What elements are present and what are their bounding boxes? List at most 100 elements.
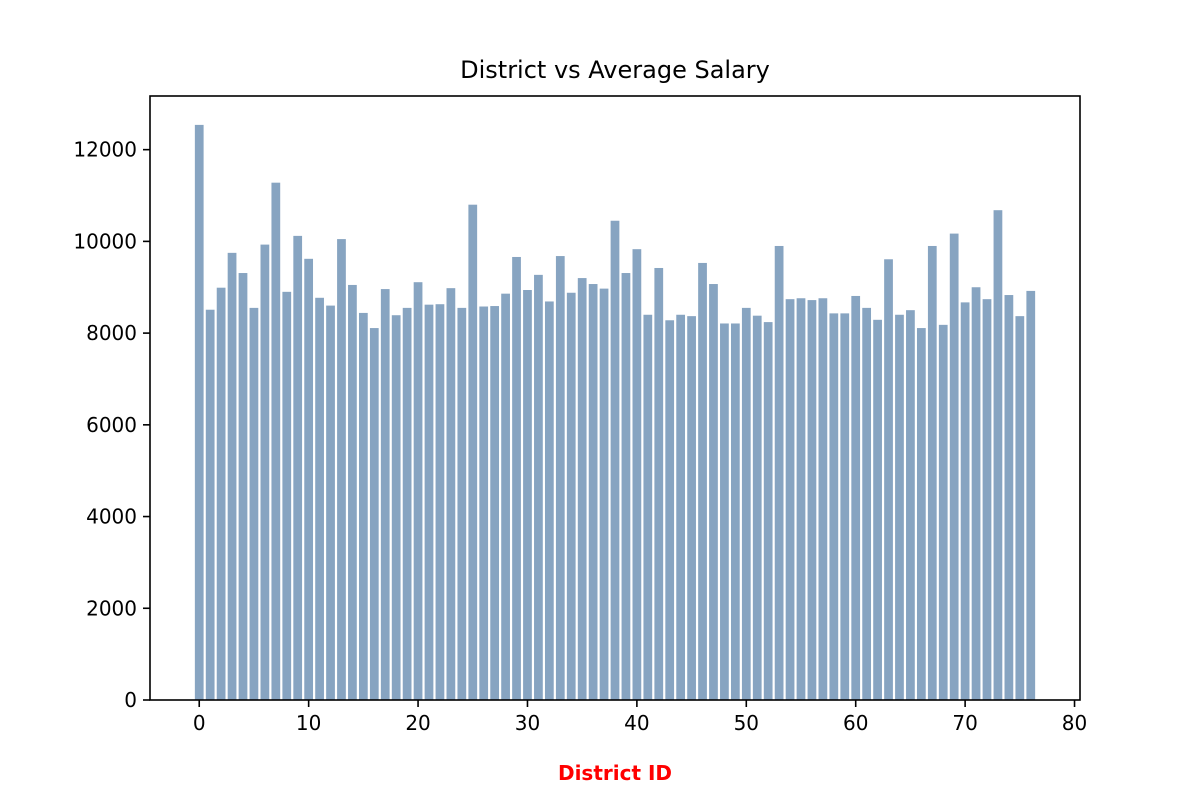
- bar-district-14: [348, 284, 357, 700]
- bar-district-75: [1015, 316, 1025, 700]
- bar-district-12: [326, 305, 335, 700]
- y-tick-label: 0: [124, 688, 137, 712]
- y-tick-label: 2000: [86, 596, 137, 620]
- bar-district-69: [949, 233, 959, 700]
- bar-district-19: [402, 307, 412, 700]
- x-tick-label: 40: [624, 711, 649, 735]
- bar-district-31: [534, 274, 543, 700]
- bar-district-43: [665, 320, 675, 700]
- bar-district-11: [315, 297, 324, 700]
- bar-district-44: [676, 314, 686, 700]
- bar-district-38: [610, 220, 620, 701]
- bar-district-35: [577, 278, 587, 700]
- bar-district-46: [698, 262, 707, 700]
- bar-district-0: [194, 124, 204, 700]
- bar-district-71: [971, 287, 981, 700]
- bar-district-70: [960, 302, 970, 700]
- bar-district-17: [380, 289, 390, 700]
- bar-district-66: [916, 328, 926, 700]
- bar-district-42: [654, 267, 664, 700]
- bar-district-62: [873, 319, 882, 700]
- bar-district-68: [938, 324, 948, 700]
- bar-district-4: [238, 273, 248, 700]
- bar-district-55: [796, 298, 806, 700]
- bar-district-45: [687, 316, 696, 700]
- x-tick-label: 0: [193, 711, 206, 735]
- bar-district-57: [818, 298, 828, 700]
- x-tick-label: 70: [952, 711, 977, 735]
- bar-district-48: [720, 323, 729, 700]
- y-tick-label: 12000: [73, 138, 137, 162]
- x-axis-label: District ID: [558, 761, 672, 785]
- bar-district-39: [621, 273, 631, 700]
- bar-district-13: [337, 239, 346, 700]
- bar-district-33: [555, 256, 565, 700]
- bar-district-16: [369, 328, 379, 700]
- bar-district-51: [752, 315, 762, 700]
- bar-district-30: [523, 290, 532, 700]
- bar-district-23: [446, 288, 456, 700]
- bar-district-59: [840, 313, 850, 700]
- x-tick-label: 60: [843, 711, 868, 735]
- plot-area-frame: [149, 95, 1081, 701]
- bar-district-61: [862, 307, 872, 700]
- bar-district-1: [205, 309, 215, 700]
- bar-district-72: [982, 299, 992, 700]
- bar-district-24: [457, 307, 467, 700]
- bar-district-18: [391, 315, 401, 700]
- bar-district-63: [884, 259, 893, 700]
- bar-district-5: [249, 307, 259, 700]
- bar-district-10: [304, 258, 314, 700]
- bar-district-53: [774, 245, 784, 700]
- bar-district-54: [785, 299, 795, 700]
- bar-district-29: [512, 256, 521, 700]
- bar-district-65: [906, 310, 915, 700]
- bar-district-60: [851, 295, 861, 700]
- bar-district-2: [216, 287, 226, 700]
- bar-district-8: [282, 291, 292, 700]
- bar-district-67: [927, 245, 937, 700]
- bar-district-52: [763, 322, 773, 700]
- bar-district-28: [501, 293, 510, 700]
- bar-district-74: [1004, 295, 1014, 700]
- x-axis: 0 10 20 30 40 50 60 70 80: [193, 700, 1087, 735]
- bar-district-73: [993, 210, 1003, 700]
- x-tick-label: 80: [1062, 711, 1087, 735]
- bar-district-37: [599, 288, 609, 700]
- bar-district-27: [490, 306, 500, 700]
- bar-district-64: [895, 314, 904, 700]
- bar-district-41: [643, 314, 653, 700]
- chart-title: District vs Average Salary: [460, 56, 770, 84]
- bar-district-6: [260, 244, 270, 700]
- x-tick-label: 20: [405, 711, 430, 735]
- bar-district-47: [709, 284, 718, 700]
- bar-district-9: [293, 235, 303, 700]
- bar-district-7: [271, 182, 281, 700]
- y-tick-label: 4000: [86, 505, 137, 529]
- y-axis: 0 2000 4000 6000 8000 10000 12000: [73, 138, 150, 712]
- bar-district-3: [227, 252, 237, 700]
- bar-district-76: [1026, 290, 1036, 700]
- bar-district-56: [807, 300, 817, 700]
- bar-district-20: [413, 282, 423, 700]
- y-tick-label: 8000: [86, 321, 137, 345]
- y-tick-label: 10000: [73, 229, 137, 253]
- x-tick-label: 30: [515, 711, 540, 735]
- bar-district-49: [730, 323, 740, 700]
- x-tick-label: 10: [296, 711, 321, 735]
- bar-district-26: [479, 306, 489, 700]
- bar-district-32: [544, 301, 554, 700]
- bar-district-22: [435, 304, 445, 700]
- bar-district-36: [588, 284, 598, 700]
- y-tick-label: 6000: [86, 413, 137, 437]
- bars-group: [194, 124, 1036, 701]
- bar-district-15: [358, 312, 368, 700]
- bar-district-58: [829, 313, 839, 700]
- bar-district-34: [566, 292, 576, 700]
- bar-district-40: [632, 249, 642, 700]
- bar-district-25: [468, 204, 478, 700]
- x-tick-label: 50: [734, 711, 759, 735]
- bar-district-21: [424, 304, 434, 700]
- bar-district-50: [741, 307, 751, 700]
